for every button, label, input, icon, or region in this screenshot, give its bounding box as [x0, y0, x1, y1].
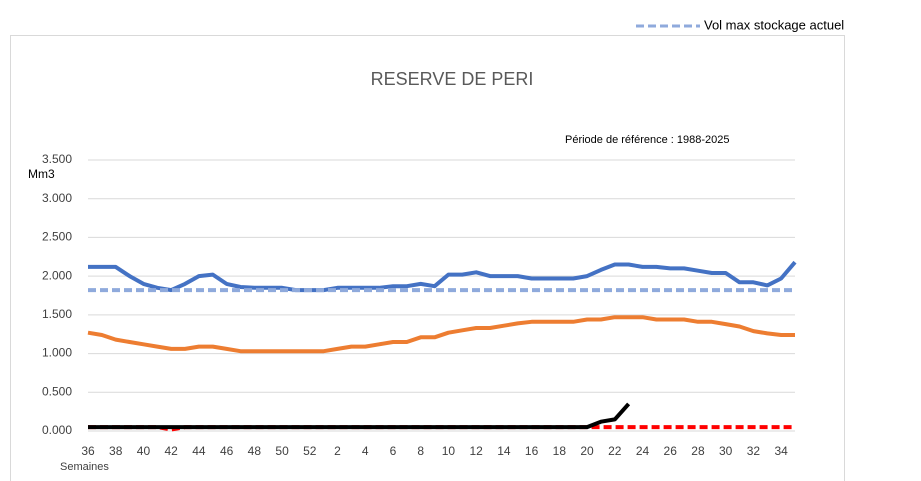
x-tick-label: 36: [81, 444, 95, 458]
y-axis-label: Mm3: [28, 167, 55, 181]
legend-label: Vol max stockage actuel: [704, 17, 844, 32]
x-tick-label: 4: [362, 444, 369, 458]
y-tick-label: 1.500: [42, 307, 72, 321]
series-line: [87, 315, 795, 354]
chart-title: RESERVE DE PERI: [371, 69, 534, 89]
x-tick-label: 20: [580, 444, 594, 458]
x-tick-label: 18: [553, 444, 567, 458]
x-tick-label: 2: [334, 444, 341, 458]
x-tick-label: 14: [497, 444, 511, 458]
x-tick-label: 42: [164, 444, 178, 458]
x-tick-label: 26: [664, 444, 678, 458]
x-tick-label: 10: [442, 444, 456, 458]
chart-subtitle: Période de référence : 1988-2025: [565, 134, 730, 146]
chart-frame: [10, 35, 845, 481]
y-tick-label: 2.000: [42, 268, 72, 282]
x-axis-label: Semaines: [60, 461, 109, 473]
y-tick-label: 1.000: [42, 346, 72, 360]
x-tick-label: 6: [390, 444, 397, 458]
x-tick-label: 40: [137, 444, 151, 458]
x-tick-label: 48: [248, 444, 262, 458]
x-tick-label: 52: [303, 444, 317, 458]
x-tick-label: 44: [192, 444, 206, 458]
x-tick-label: 24: [636, 444, 650, 458]
series-line: [88, 260, 797, 293]
x-tick-label: 12: [469, 444, 483, 458]
x-tick-label: 28: [691, 444, 705, 458]
x-tick-label: 34: [774, 444, 788, 458]
y-tick-label: 3.500: [42, 152, 72, 166]
y-tick-label: 0.000: [42, 423, 72, 437]
y-tick-label: 2.500: [42, 230, 72, 244]
y-tick-label: 3.000: [42, 191, 72, 205]
x-tick-label: 22: [608, 444, 622, 458]
series-line: [88, 402, 631, 430]
x-tick-label: 50: [275, 444, 289, 458]
x-tick-label: 46: [220, 444, 234, 458]
x-tick-label: 16: [525, 444, 539, 458]
x-tick-label: 30: [719, 444, 733, 458]
x-tick-label: 38: [109, 444, 123, 458]
x-tick-label: 8: [417, 444, 424, 458]
x-tick-label: 32: [747, 444, 761, 458]
y-tick-label: 0.500: [42, 384, 72, 398]
